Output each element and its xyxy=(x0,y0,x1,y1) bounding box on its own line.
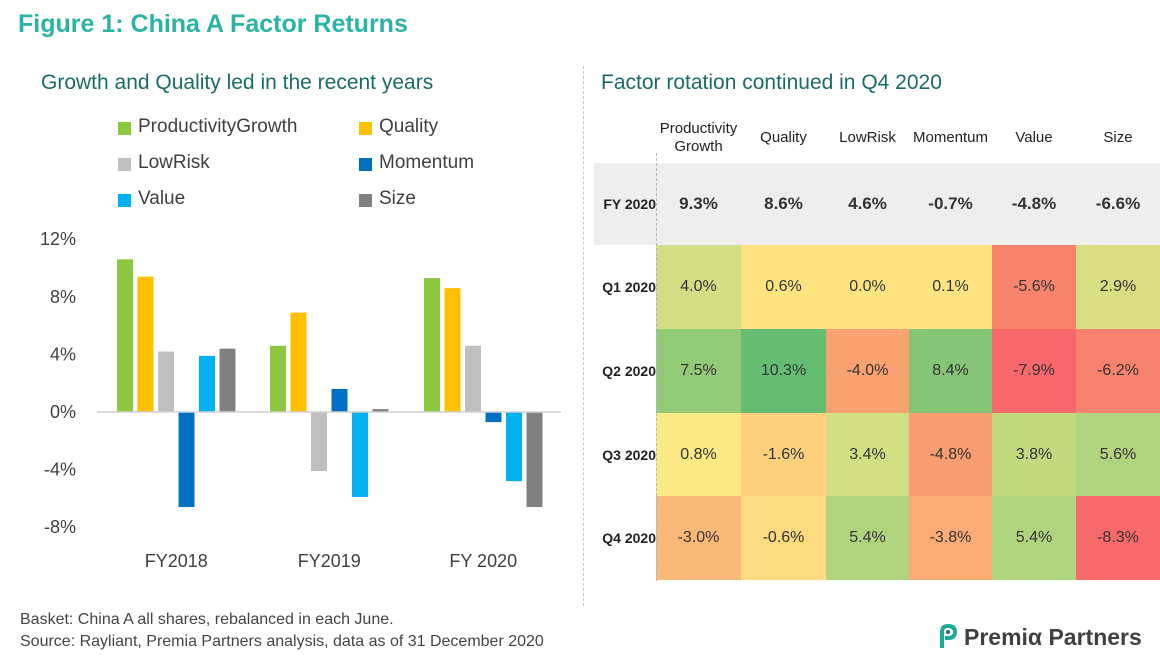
y-tick-label: 4% xyxy=(50,344,76,364)
heatmap-cell: 5.4% xyxy=(826,496,909,580)
bar-momentum-1 xyxy=(331,388,348,412)
bar-productivitygrowth-1 xyxy=(270,345,286,412)
heatmap-row-label: Q3 2020 xyxy=(602,446,656,463)
legend-label: Momentum xyxy=(379,152,475,173)
legend-swatch xyxy=(118,194,131,207)
heatmap-cell: -7.9% xyxy=(992,329,1076,413)
heatmap-cell: 4.0% xyxy=(656,245,741,329)
bar-size-0 xyxy=(219,348,236,412)
heatmap-cell: -6.2% xyxy=(1076,329,1160,413)
legend-label: Quality xyxy=(379,116,439,137)
heatmap-cell: 3.8% xyxy=(992,413,1076,496)
fy-value-cell: -6.6% xyxy=(1095,194,1141,213)
bar-value-1 xyxy=(352,412,368,497)
bar-size-2 xyxy=(526,412,543,508)
heatmap-title: Factor rotation continued in Q4 2020 xyxy=(601,71,942,94)
bar-lowrisk-2 xyxy=(465,345,481,412)
legend-label: Value xyxy=(138,188,186,209)
y-tick-label: -4% xyxy=(44,460,76,480)
heatmap-cell: 10.3% xyxy=(741,329,826,413)
heatmap-column-header: Value xyxy=(1015,129,1053,146)
x-category-label: FY2018 xyxy=(145,551,208,571)
logo-text: Premiα Partners xyxy=(964,623,1142,650)
heatmap-cell: 5.4% xyxy=(992,496,1076,580)
bar-lowrisk-1 xyxy=(311,412,327,472)
heatmap-cell: 0.6% xyxy=(741,245,826,329)
y-tick-label: 12% xyxy=(40,229,76,249)
heatmap-cell: 8.4% xyxy=(909,329,992,413)
bar-productivitygrowth-2 xyxy=(424,278,440,412)
heatmap-row-label: Q4 2020 xyxy=(602,530,656,546)
heatmap-cell: 7.5% xyxy=(656,329,741,413)
fy-value-cell: 8.6% xyxy=(764,194,803,213)
heatmap-cell: 5.6% xyxy=(1076,413,1160,496)
bar-chart-title: Growth and Quality led in the recent yea… xyxy=(41,71,434,94)
heatmap-cell: -4.0% xyxy=(826,329,909,413)
bar-value-2 xyxy=(506,412,522,482)
fy-row-band xyxy=(594,163,1160,245)
bar-momentum-0 xyxy=(178,412,195,508)
bar-quality-0 xyxy=(137,276,154,412)
bar-productivitygrowth-0 xyxy=(117,259,133,412)
bar-quality-1 xyxy=(290,312,307,412)
bar-momentum-2 xyxy=(485,412,502,423)
heatmap-cell: 0.0% xyxy=(826,245,909,329)
bar-chart: 12% 8% 4% 0% -4% -8% FY2018 FY2019 FY 2020 xyxy=(40,229,561,571)
heatmap-cell: 0.8% xyxy=(656,413,741,496)
heatmap-cell: -4.8% xyxy=(909,413,992,496)
heatmap-cell: 3.4% xyxy=(826,413,909,496)
heatmap-column-header: Quality xyxy=(760,129,807,146)
legend-label: LowRisk xyxy=(138,152,210,173)
heatmap-cell: -1.6% xyxy=(741,413,826,496)
legend-swatch xyxy=(359,158,372,171)
heatmap-row-label: Q1 2020 xyxy=(602,279,656,295)
legend-swatch xyxy=(118,122,131,135)
panel-divider xyxy=(583,66,584,606)
bar-lowrisk-0 xyxy=(158,351,174,412)
y-tick-label: -8% xyxy=(44,517,76,537)
premia-partners-logo: Premiα Partners xyxy=(936,622,1142,652)
legend-swatch xyxy=(118,158,131,171)
row-label-divider xyxy=(656,153,657,581)
heatmap-cell: 2.9% xyxy=(1076,245,1160,329)
legend-swatch xyxy=(359,122,372,135)
y-tick-label: 8% xyxy=(50,287,76,307)
bar-value-0 xyxy=(199,355,215,412)
heatmap-cell: -3.8% xyxy=(909,496,992,580)
heatmap-column-header: Momentum xyxy=(912,129,989,146)
footnote-source: Source: Rayliant, Premia Partners analys… xyxy=(20,633,544,650)
heatmap-cell: -8.3% xyxy=(1076,496,1160,580)
bar-quality-2 xyxy=(444,288,461,412)
heatmap-cell: -3.0% xyxy=(656,496,741,580)
fy-value-cell: -4.8% xyxy=(1011,194,1057,213)
heatmap-cell: -0.6% xyxy=(741,496,826,580)
heatmap-row-label: FY 2020 xyxy=(603,196,656,212)
footnote-basket: Basket: China A all shares, rebalanced i… xyxy=(20,611,394,628)
bar-size-1 xyxy=(372,409,389,412)
x-category-label: FY2019 xyxy=(298,551,361,571)
fy-value-cell: 9.3% xyxy=(679,194,718,213)
fy-value-cell: 4.6% xyxy=(848,194,887,213)
heatmap-row-label: Q2 2020 xyxy=(602,363,656,379)
heatmap-cell: 0.1% xyxy=(909,245,992,329)
legend-label: Size xyxy=(379,188,416,209)
logo-icon xyxy=(940,624,958,648)
y-tick-label: 0% xyxy=(50,402,76,422)
fy-value-cell: -0.7% xyxy=(928,194,973,213)
heatmap-column-header: Productivity Growth xyxy=(659,120,738,155)
figure-title: Figure 1: China A Factor Returns xyxy=(18,10,408,38)
heatmap-column-header: Size xyxy=(1103,129,1133,146)
legend-label: ProductivityGrowth xyxy=(138,116,298,137)
legend-swatch xyxy=(359,194,372,207)
heatmap-cell: -5.6% xyxy=(992,245,1076,329)
heatmap-column-header: LowRisk xyxy=(839,129,896,146)
x-category-label: FY 2020 xyxy=(449,551,517,571)
